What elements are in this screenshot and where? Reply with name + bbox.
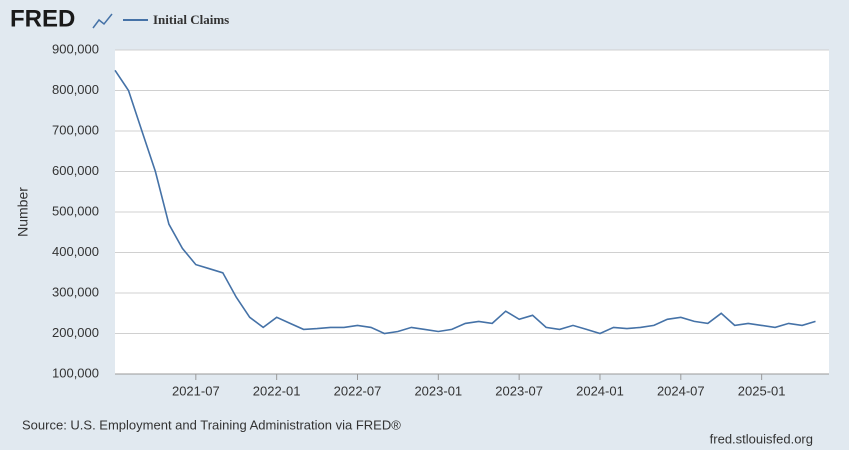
x-tick-label: 2024-07: [657, 383, 705, 398]
x-tick-label: 2023-01: [414, 383, 462, 398]
x-tick-label: 2021-07: [172, 383, 220, 398]
y-tick-label: 100,000: [52, 365, 99, 380]
x-tick-label: 2024-01: [576, 383, 624, 398]
y-tick-label: 600,000: [52, 163, 99, 178]
y-tick-label: 800,000: [52, 82, 99, 97]
x-tick-label: 2025-01: [738, 383, 786, 398]
series-line: [114, 69, 816, 335]
y-tick-label: 900,000: [52, 41, 99, 56]
y-tick-label: 300,000: [52, 284, 99, 299]
x-tick-label: 2023-07: [495, 383, 543, 398]
source: Source: U.S. Employment and Training Adm…: [22, 417, 401, 432]
credit: fred.stlouisfed.org: [710, 431, 813, 446]
y-tick-label: 400,000: [52, 244, 99, 259]
legend-label: Initial Claims: [153, 12, 229, 27]
y-tick-label: 500,000: [52, 203, 99, 218]
x-tick-label: 2022-07: [334, 383, 382, 398]
x-tick-label: 2022-01: [253, 383, 301, 398]
y-tick-label: 700,000: [52, 122, 99, 137]
logo: FRED: [10, 5, 75, 32]
y-axis-label: Number: [15, 187, 31, 237]
logo-icon: [92, 13, 113, 29]
y-tick-label: 200,000: [52, 325, 99, 340]
